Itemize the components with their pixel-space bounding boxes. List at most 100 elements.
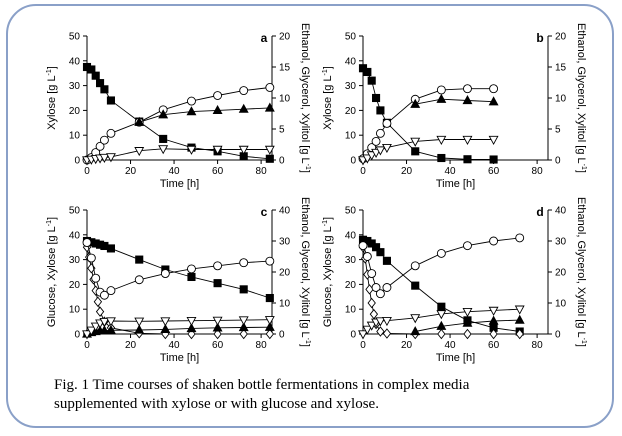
panel-label: a (261, 31, 268, 45)
data-point (369, 308, 379, 320)
data-point (376, 248, 385, 257)
data-point (436, 135, 447, 145)
data-point (87, 65, 96, 74)
data-point (371, 283, 381, 292)
data-point (134, 324, 145, 334)
y-tick-label: 0 (350, 330, 356, 341)
data-point (264, 102, 275, 112)
data-point (158, 109, 169, 119)
data-point (265, 328, 274, 340)
data-point (463, 328, 472, 340)
y-tick-label: 50 (69, 206, 81, 217)
data-point (238, 145, 249, 155)
data-point (106, 244, 115, 253)
data-point (265, 83, 275, 92)
x-tick-label: 40 (168, 166, 180, 177)
panel-label: d (536, 205, 543, 219)
y-tick-label: 30 (345, 255, 357, 266)
data-point (186, 106, 197, 116)
data-point (187, 272, 196, 282)
data-point (213, 279, 222, 288)
y-tick-label: 40 (69, 230, 81, 241)
data-point (358, 241, 368, 251)
data-point (212, 316, 223, 326)
data-point (488, 135, 499, 145)
x-tick-label: 0 (360, 166, 366, 177)
x-axis-label: Time [h] (436, 178, 475, 190)
y2-tick-label: 10 (279, 94, 291, 105)
data-point (375, 146, 386, 156)
y-tick-label: 20 (69, 106, 81, 117)
y2-tick-label: 10 (555, 299, 567, 310)
y-tick-label: 10 (345, 131, 357, 142)
caption-line-2: supplemented with xylose or with glucose… (54, 396, 379, 412)
data-point (99, 290, 109, 300)
data-point (186, 145, 197, 155)
data-point (410, 261, 420, 271)
y2-tick-label: 30 (555, 237, 567, 248)
y2-tick-label: 40 (555, 206, 567, 217)
panel-a: 0 20 40 60 80 0 10 20 30 40 50 0 5 10 15 20 Time [h] Xylo… (46, 23, 311, 190)
y2-tick-label: 5 (555, 125, 561, 136)
data-point (410, 137, 421, 147)
data-point (158, 145, 169, 155)
data-point (514, 314, 525, 324)
y2-tick-label: 15 (555, 63, 567, 74)
data-point (96, 79, 105, 88)
series-line (415, 98, 494, 105)
data-point (265, 293, 274, 303)
y2-tick-label: 5 (279, 125, 285, 136)
data-point (135, 255, 144, 264)
data-point (187, 264, 196, 274)
x-tick-label: 20 (401, 166, 413, 177)
data-point (436, 93, 447, 103)
data-point (239, 328, 248, 340)
data-point (105, 153, 116, 163)
y-axis-label: Glucose, Xylose [g L-1] (322, 217, 334, 327)
data-point (376, 106, 385, 115)
data-point (488, 306, 499, 316)
data-point (239, 86, 249, 96)
data-point (212, 104, 223, 115)
data-point (436, 310, 447, 320)
data-point (82, 330, 92, 340)
y-tick-label: 30 (69, 81, 81, 92)
data-point (367, 76, 376, 85)
data-point (265, 256, 275, 266)
data-point (375, 128, 385, 138)
data-point (95, 306, 105, 317)
data-point (238, 103, 249, 113)
data-point (367, 297, 376, 309)
data-point (100, 85, 109, 94)
data-point (437, 328, 446, 340)
data-point (212, 145, 223, 155)
data-point (160, 323, 171, 333)
y-tick-label: 40 (69, 56, 81, 67)
data-point (106, 96, 115, 105)
x-tick-label: 40 (444, 166, 456, 177)
data-point (462, 135, 473, 145)
data-point (462, 317, 473, 327)
data-point (372, 243, 381, 252)
figure-caption: Fig. 1 Time courses of shaken bottle fer… (54, 376, 574, 414)
data-point (134, 147, 145, 157)
data-point (375, 289, 385, 299)
data-point (411, 281, 420, 290)
data-point (488, 315, 499, 325)
data-point (213, 328, 222, 340)
data-point (160, 317, 171, 327)
data-point (362, 325, 373, 335)
data-point (489, 155, 498, 164)
data-point (93, 296, 103, 307)
x-tick-label: 80 (256, 166, 268, 177)
data-point (463, 155, 472, 164)
y-tick-label: 50 (345, 206, 357, 217)
data-point (159, 134, 168, 143)
data-point (362, 252, 372, 261)
y2-tick-label: 20 (555, 268, 567, 279)
data-point (362, 154, 373, 164)
data-point (238, 322, 249, 332)
data-point (106, 286, 116, 296)
data-point (381, 143, 392, 154)
data-point (238, 316, 249, 326)
